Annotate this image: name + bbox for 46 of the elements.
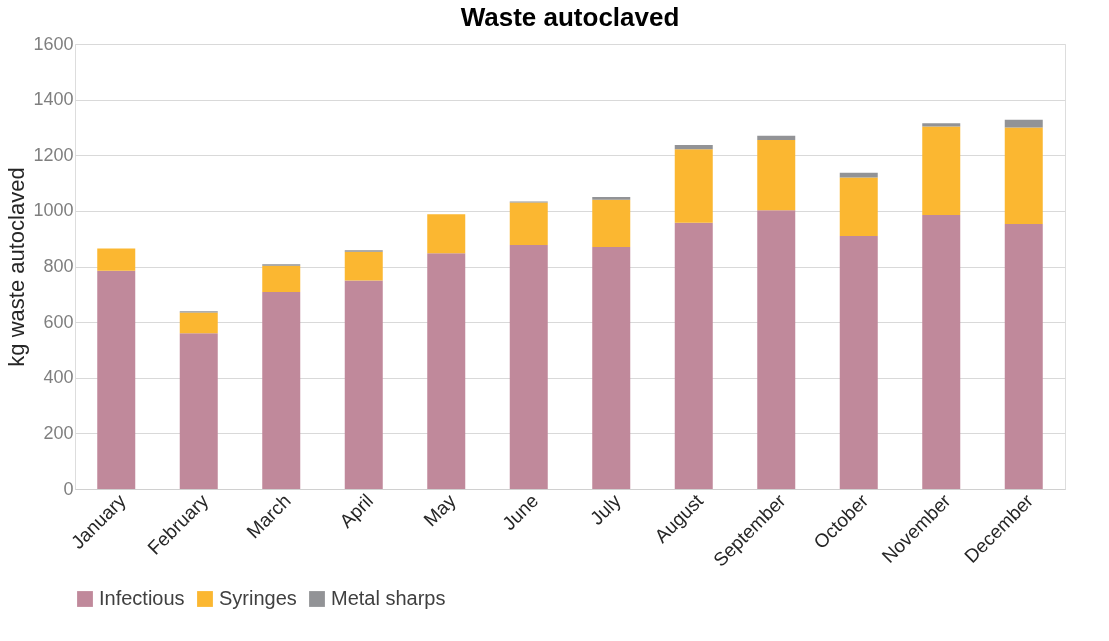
bar: [344, 251, 383, 281]
bar: [1004, 223, 1043, 489]
bar: [427, 253, 466, 489]
bar: [592, 247, 631, 489]
bar: [839, 235, 878, 489]
y-tick-label: 1400: [33, 89, 74, 110]
bar: [1004, 119, 1043, 128]
bar: [97, 248, 136, 271]
y-tick-label: 1000: [33, 200, 74, 221]
y-axis-title: kg waste autoclaved: [4, 167, 30, 367]
bar: [674, 149, 713, 223]
bar: [262, 265, 301, 293]
bar: [757, 210, 796, 489]
x-tick-label: May: [419, 489, 461, 531]
bar: [839, 177, 878, 236]
bar: [922, 123, 961, 127]
bar: [97, 270, 136, 489]
bar: [344, 280, 383, 489]
bar: [757, 135, 796, 140]
y-tick-label: 600: [43, 311, 74, 332]
y-tick-label: 1200: [33, 144, 74, 165]
bar: [592, 196, 631, 200]
y-tick-label: 800: [43, 256, 74, 276]
bar: [427, 214, 466, 254]
legend-label: Syringes: [219, 587, 297, 609]
x-tick-label: July: [585, 489, 626, 529]
chart-title: Waste autoclaved: [460, 2, 680, 32]
y-tick-label: 1600: [33, 33, 74, 54]
bar: [592, 199, 631, 248]
y-tick-label: 0: [63, 478, 74, 499]
y-tick-label: 200: [43, 422, 74, 443]
bar: [179, 312, 218, 334]
bar: [757, 139, 796, 211]
y-tick-label: 400: [43, 367, 74, 388]
bar: [509, 245, 548, 489]
bar: [674, 144, 713, 150]
bar: [674, 222, 713, 489]
bar: [839, 172, 878, 178]
bar: [179, 333, 218, 489]
bar: [1004, 127, 1043, 224]
legend-label: Metal sharps: [331, 587, 446, 609]
legend-label: Infectious: [99, 587, 185, 609]
bar: [922, 215, 961, 489]
bar: [262, 292, 301, 489]
bar: [922, 126, 961, 216]
bar: [509, 202, 548, 246]
